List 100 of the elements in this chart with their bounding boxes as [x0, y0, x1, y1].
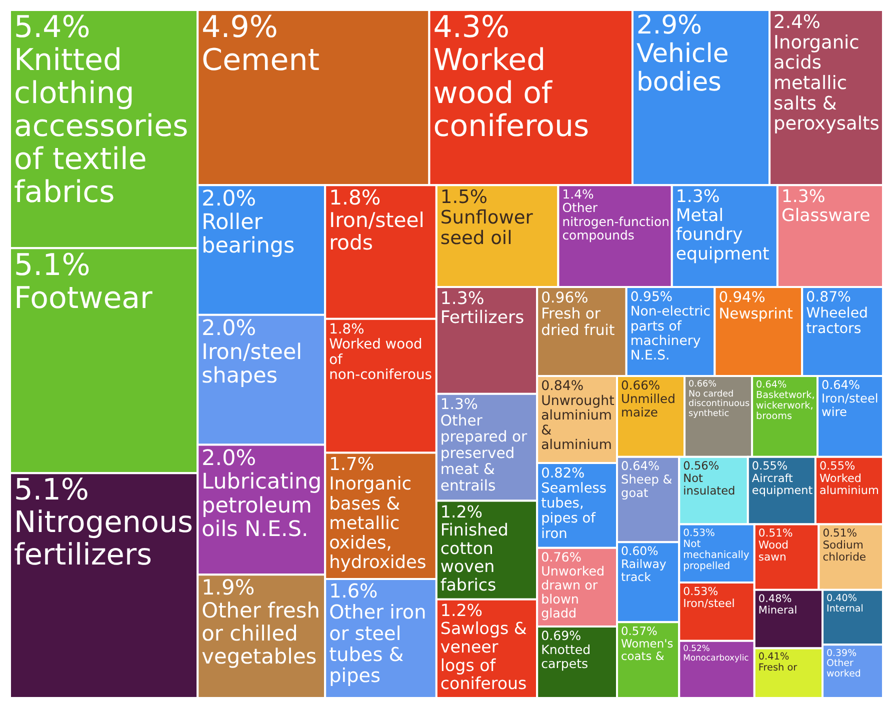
category-label: Internal	[826, 604, 864, 615]
category-label: Women's coats &	[621, 636, 674, 663]
category-label: Other worked	[826, 658, 861, 680]
category-label: Iron/steel rods	[329, 208, 424, 254]
data-label: 0.96%	[541, 288, 588, 306]
data-label: 0.95%	[630, 290, 673, 306]
category-label: Glassware	[781, 206, 870, 226]
category-label: Lubricating petroleum oils N.E.S.	[202, 470, 322, 542]
category-label: Sawlogs & veneer logs of coniferous	[440, 619, 527, 694]
category-label: Roller bearings	[202, 210, 295, 259]
data-label: 0.39%	[826, 648, 857, 659]
data-label: 2.4%	[774, 12, 820, 34]
data-label: 1.3%	[440, 396, 478, 414]
data-label: 1.5%	[440, 187, 488, 208]
data-label: 4.9%	[202, 10, 278, 45]
category-label: Worked aluminium	[819, 472, 879, 498]
data-label: 0.48%	[758, 592, 792, 605]
category-label: Finished cotton woven fabrics	[440, 520, 508, 594]
data-label: 0.40%	[826, 593, 857, 604]
data-label: 2.0%	[202, 186, 256, 212]
data-label: 0.84%	[541, 379, 584, 394]
category-label: Cement	[202, 42, 320, 78]
data-label: 0.55%	[819, 459, 856, 472]
data-label: 0.56%	[683, 458, 720, 472]
category-label: Basketwork, wickerwork, brooms	[756, 390, 815, 422]
category-label: Worked wood of non-coniferous	[329, 336, 432, 384]
data-label: 1.3%	[676, 187, 720, 208]
category-label: Nitrogenous fertilizers	[14, 504, 194, 572]
data-label: 0.94%	[718, 289, 766, 306]
data-label: 0.51%	[822, 526, 858, 540]
category-label: Non-electric parts of machinery N.E.S.	[630, 304, 711, 364]
data-label: 1.7%	[329, 455, 374, 476]
data-label: 0.64%	[621, 459, 660, 474]
data-label: 1.3%	[781, 187, 826, 208]
data-label: 0.64%	[756, 379, 787, 390]
category-label: Newsprint	[718, 305, 794, 322]
category-label: Unworked drawn or blown gladd	[541, 564, 605, 620]
category-label: No carded discontinuous synthetic	[688, 389, 750, 419]
category-label: Unwrought aluminium & aluminium	[541, 394, 614, 454]
category-label: Sodium chloride	[822, 538, 866, 564]
category-label: Sheep & goat	[621, 472, 673, 500]
data-label: 4.3%	[433, 10, 510, 45]
category-label: Metal foundry equipment	[676, 206, 770, 264]
category-label: Other prepared or preserved meat & entrails	[440, 412, 528, 494]
category-label: Fresh or	[758, 662, 798, 674]
data-label: 1.4%	[562, 186, 594, 202]
data-label: 0.87%	[806, 290, 851, 306]
data-label: 0.60%	[621, 544, 658, 558]
data-label: 1.2%	[440, 600, 483, 620]
category-label: Wheeled tractors	[806, 305, 868, 337]
data-label: 0.66%	[621, 378, 660, 392]
data-label: 0.55%	[752, 459, 788, 472]
category-label: Iron/steel	[683, 597, 735, 610]
data-label: 0.52%	[683, 643, 710, 654]
data-label: 0.82%	[541, 465, 585, 482]
data-label: 2.9%	[636, 10, 702, 41]
category-label: Mineral	[758, 604, 798, 616]
data-label: 0.69%	[541, 628, 582, 644]
data-label: 5.4%	[14, 10, 90, 45]
category-label: Other fresh or chilled vegetables	[202, 598, 320, 668]
category-label: Knotted carpets	[541, 642, 591, 671]
data-label: 0.57%	[621, 624, 658, 638]
data-label: 1.8%	[329, 321, 364, 338]
data-label: 1.9%	[202, 576, 255, 600]
category-label: Sunflower seed oil	[440, 208, 534, 250]
category-label: Knitted clothing accessories of textile fabrics	[14, 42, 188, 210]
data-label: 0.41%	[758, 652, 790, 663]
data-label: 0.53%	[683, 528, 715, 539]
category-label: Unmilled maize	[621, 392, 676, 420]
category-label: Fertilizers	[440, 308, 524, 328]
data-label: 5.1%	[14, 472, 89, 506]
category-label: Aircraft equipment	[752, 472, 814, 498]
category-label: Iron/steel wire	[822, 392, 878, 419]
category-label: Inorganic bases & metallic oxides, hydroxides	[329, 474, 426, 573]
data-label: 1.8%	[329, 186, 381, 210]
data-label: 1.3%	[440, 289, 484, 310]
category-label: Not insulated	[683, 470, 736, 498]
data-label: 0.53%	[683, 584, 718, 598]
category-label: Vehicle bodies	[636, 39, 729, 98]
category-label: Seamless tubes, pipes of iron	[541, 480, 607, 542]
data-label: 1.6%	[329, 580, 378, 603]
data-label: 0.51%	[758, 526, 793, 540]
category-label: Inorganic acids metallic salts & peroxysalts	[774, 32, 880, 135]
category-label: Other iron or steel tubes & pipes	[329, 600, 426, 688]
data-label: 0.64%	[822, 378, 860, 392]
category-label: Fresh or dried fruit	[541, 304, 615, 339]
category-label: Not mechanically propelled	[683, 538, 750, 572]
category-label: Wood sawn	[758, 538, 789, 564]
category-label: Footwear	[14, 280, 154, 316]
category-label: Worked wood of coniferous	[433, 42, 590, 144]
data-label: 1.2%	[440, 502, 483, 522]
category-label: Iron/steel shapes	[202, 340, 302, 388]
data-label: 5.1%	[14, 248, 90, 283]
data-label: 2.0%	[202, 446, 256, 472]
data-label: 2.0%	[202, 316, 256, 342]
category-label: Monocarboxylic	[683, 652, 750, 663]
category-label: Other nitrogen-function compounds	[562, 200, 670, 243]
data-label: 0.66%	[688, 380, 716, 390]
category-label: Railway track	[621, 556, 666, 584]
data-label: 0.76%	[541, 550, 582, 565]
